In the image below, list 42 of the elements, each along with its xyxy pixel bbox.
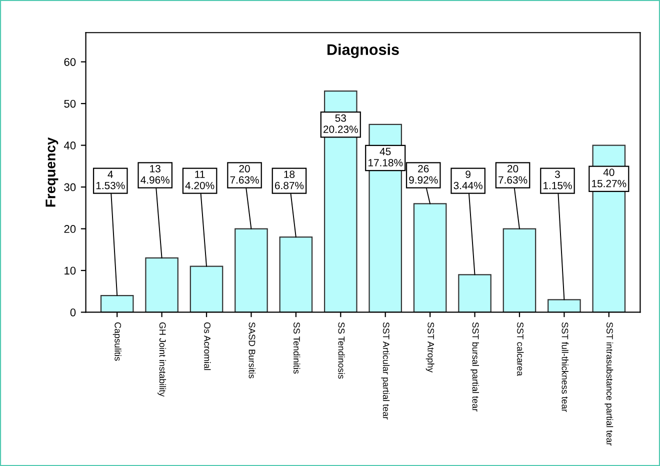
x-tick-label: SST intrasubstance partial tear [604,322,614,446]
y-tick-label: 30 [64,183,76,192]
data-label: 40 15.27% [592,168,626,188]
x-tick-label: Os Acromial [204,322,211,370]
data-label: 20 7.63% [230,165,259,184]
x-tick-label: SST calcarea [517,322,524,376]
y-tick-label: 60 [64,58,76,66]
bar [413,203,447,312]
x-tick-label: SASD Bursitis [248,322,256,378]
x-tick-label: GH Joint instability [158,322,166,397]
data-label: 26 9.92% [409,165,438,184]
x-tick-label: SST Articular partial tear [381,322,390,420]
x-tick-label: Capsulitis [112,322,122,361]
x-tick-label: SST Atrophy [426,322,434,372]
data-label: 13 4.96% [140,165,170,184]
bar [279,236,313,312]
bar [458,274,492,312]
bar [548,299,581,312]
x-tick-label: SS Tendinosis [338,322,345,379]
bar [234,228,268,312]
y-tick-label: 40 [64,142,76,150]
y-tick-label: 50 [64,100,76,108]
text: Diagnosis [328,44,399,58]
data-label: 45 17.18% [368,148,403,166]
y-tick-label: 20 [64,225,76,233]
bar [502,228,536,312]
data-label: 3 1.15% [544,170,572,190]
y-axis-title: Frequency [46,137,58,207]
y-tick-label: 10 [64,266,76,275]
bar [145,257,178,312]
x-tick-label: SST full-thickness tear [562,322,568,412]
data-label: 4 1.53% [96,170,125,190]
data-label: 53 20.23% [324,114,358,133]
data-label: 9 3.44% [454,170,482,190]
y-tick-label: 0 [70,308,76,316]
bar [190,266,224,312]
bar [100,294,134,312]
data-label: 11 4.20% [185,170,214,190]
x-tick-label: SST bursal partial tear [470,322,479,412]
x-tick-label: SS Tendinitis [294,322,300,374]
data-label: 20 7.63% [498,165,528,184]
data-label: 18 6.87% [274,170,304,190]
